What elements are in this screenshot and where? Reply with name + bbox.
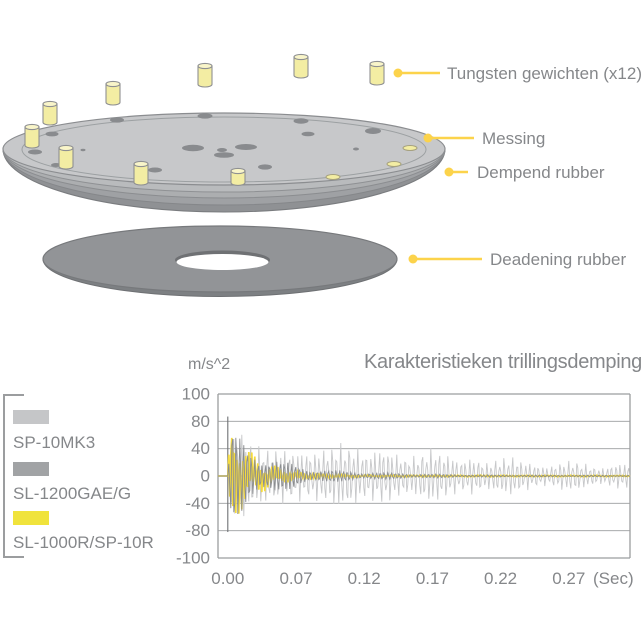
series-sp-10mk3 <box>218 434 631 517</box>
legend-bracket <box>3 394 24 558</box>
callout-tungsten: Tungsten gewichten (x12) <box>393 64 642 83</box>
platter-exploded-diagram: Tungsten gewichten (x12) Messing Dempend… <box>2 53 642 297</box>
label-dempend-rubber: Dempend rubber <box>477 163 605 182</box>
y-tick-label: 100 <box>182 385 210 404</box>
legend-label-sp10mk3: SP-10MK3 <box>13 433 96 452</box>
y-tick-label: 80 <box>191 412 210 431</box>
series-sl-1200gae-g <box>218 437 631 514</box>
x-axis-unit: (Sec) <box>593 569 634 588</box>
chart-y-axis-unit: m/s^2 <box>188 356 231 373</box>
legend-swatch-sl1000r <box>13 511 49 525</box>
label-deadening-rubber: Deadening rubber <box>490 250 626 269</box>
chart-title: Karakteristieken trillingsdemping <box>363 351 642 373</box>
x-tick-label: 0.12 <box>348 569 381 588</box>
callout-messing: Messing <box>423 129 545 148</box>
y-tick-label: -80 <box>185 521 210 540</box>
platter-holes <box>28 113 381 173</box>
x-tick-label: 0.07 <box>279 569 312 588</box>
y-tick-label: -100 <box>176 549 210 568</box>
callout-deadening-rubber: Deadening rubber <box>408 250 626 269</box>
x-tick-label: 0.22 <box>484 569 517 588</box>
y-tick-label: 40 <box>191 439 210 458</box>
legend-swatch-sl1200gae <box>13 462 49 476</box>
x-tick-label: 0.17 <box>416 569 449 588</box>
deadening-rubber-ring <box>42 225 398 297</box>
tungsten-inserts <box>325 145 418 180</box>
x-tick-label: 0.00 <box>211 569 244 588</box>
damping-characteristics-chart: 100 80 40 0 -40 -80 -1000.00 0.07 0.12 0.17 0.22 0.… <box>176 385 634 589</box>
legend-label-sl1200gae: SL-1200GAE/G <box>13 484 132 503</box>
y-tick-label: 0 <box>201 467 210 486</box>
label-tungsten: Tungsten gewichten (x12) <box>447 64 642 83</box>
y-tick-label: -40 <box>185 494 210 513</box>
label-messing: Messing <box>482 129 545 148</box>
legend-swatch-sp10mk3 <box>13 410 49 424</box>
callout-dempend-rubber: Dempend rubber <box>444 163 605 182</box>
legend-label-sl1000r: SL-1000R/SP-10R <box>13 533 154 552</box>
x-tick-label: 0.27 <box>552 569 585 588</box>
